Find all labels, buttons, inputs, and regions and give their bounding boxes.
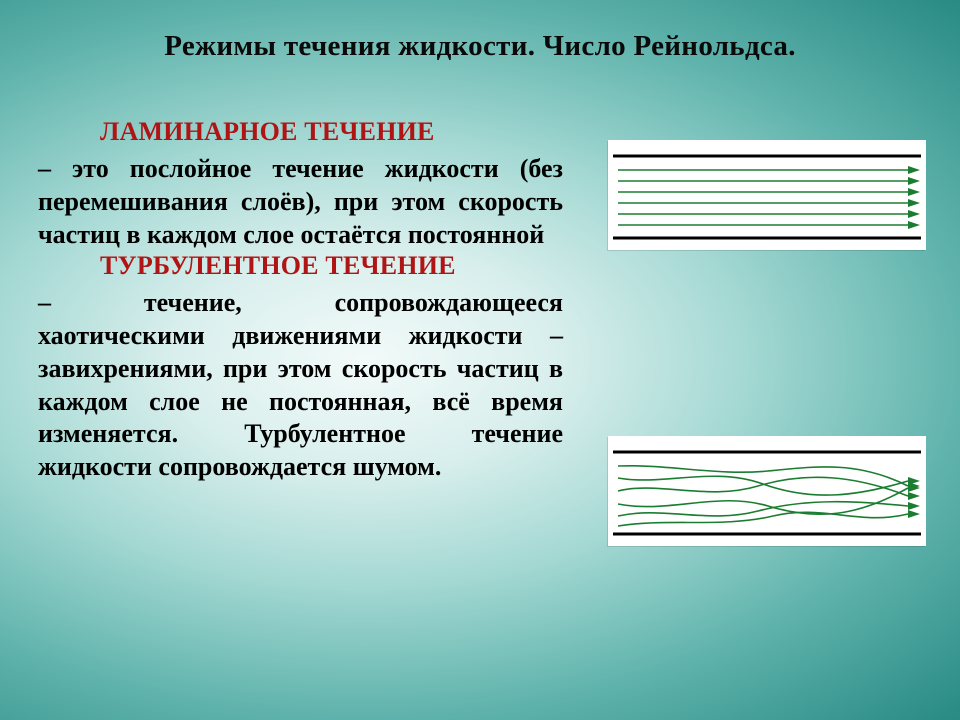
laminar-figure — [608, 140, 926, 250]
laminar-text: – это послойное течение жидкости (без пе… — [38, 153, 563, 251]
slide: Режимы течения жидкости. Число Рейнольдс… — [0, 0, 960, 720]
slide-title: Режимы течения жидкости. Число Рейнольдс… — [38, 30, 922, 63]
turbulent-heading: ТУРБУЛЕНТНОЕ ТЕЧЕНИЕ — [100, 251, 922, 281]
turbulent-figure — [608, 436, 926, 546]
turbulent-text: – течение, сопровождающееся хаотическими… — [38, 287, 563, 484]
